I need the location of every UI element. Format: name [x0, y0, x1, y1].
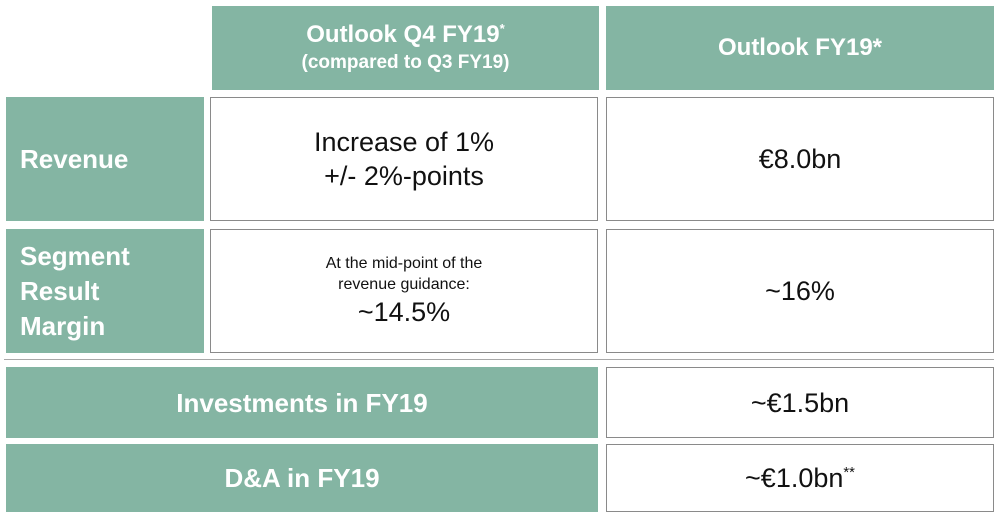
row-label-investments: Investments in FY19 [6, 367, 598, 438]
da-value: ~€1.0bn [745, 463, 844, 493]
segment-q4-note-line1: At the mid-point of the [325, 255, 483, 272]
section-divider [4, 359, 994, 360]
revenue-label: Revenue [20, 143, 129, 174]
header-q4-title: Outlook Q4 FY19 [306, 21, 500, 48]
segment-q4-cell: At the mid-point of the revenue guidance… [210, 229, 598, 353]
header-fy19-outlook: Outlook FY19* [606, 6, 994, 90]
investments-value: ~€1.5bn [750, 387, 850, 418]
da-value-cell: ~€1.0bn** [606, 444, 994, 512]
segment-q4-note-line2: revenue guidance: [338, 276, 470, 293]
segment-q4-value: ~14.5% [357, 297, 451, 327]
header-fy19-title: Outlook FY19* [717, 34, 883, 61]
investments-value-cell: ~€1.5bn [606, 367, 994, 438]
row-label-revenue: Revenue [6, 97, 204, 221]
da-footnote-mark: ** [843, 465, 855, 481]
row-label-segment-margin: Segment Result Margin [6, 229, 204, 353]
header-q4-footnote-mark: * [499, 21, 505, 36]
segment-fy19-cell: ~16% [606, 229, 994, 353]
da-label: D&A in FY19 [224, 463, 380, 493]
segment-fy19-value: ~16% [765, 276, 835, 306]
revenue-fy19-cell: €8.0bn [606, 97, 994, 221]
investments-label: Investments in FY19 [176, 387, 428, 418]
segment-label-line2: Result [20, 275, 100, 306]
revenue-fy19-value: €8.0bn [758, 144, 842, 174]
header-q4-subtitle: (compared to Q3 FY19) [301, 52, 510, 73]
segment-label-line3: Margin [20, 310, 106, 341]
revenue-q4-line2: +/- 2%-points [324, 161, 484, 191]
segment-label-line1: Segment [20, 240, 130, 271]
revenue-q4-line1: Increase of 1% [313, 127, 495, 157]
revenue-q4-cell: Increase of 1% +/- 2%-points [210, 97, 598, 221]
row-label-da: D&A in FY19 [6, 444, 598, 512]
header-q4-outlook: Outlook Q4 FY19* (compared to Q3 FY19) [212, 6, 599, 90]
